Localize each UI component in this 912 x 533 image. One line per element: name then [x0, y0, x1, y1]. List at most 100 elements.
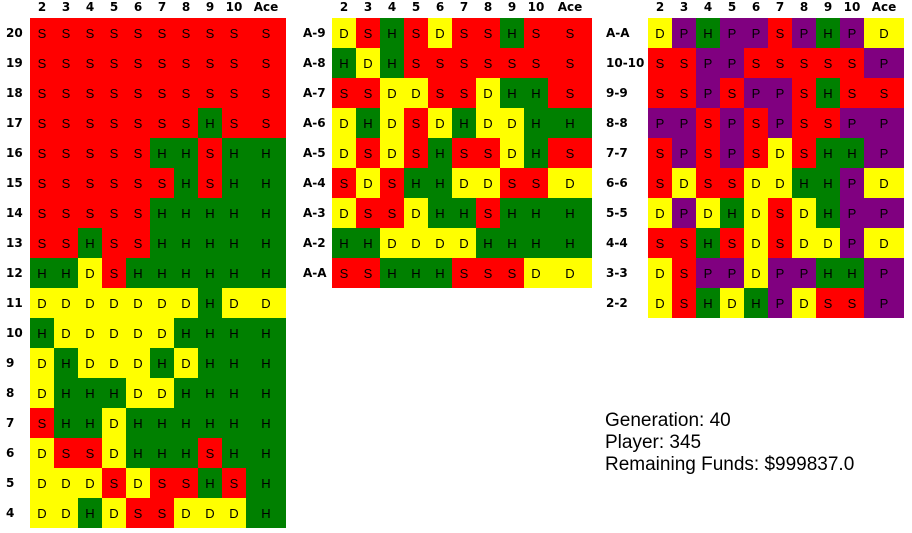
action-cell: H [198, 198, 222, 228]
action-cell: H [500, 18, 524, 48]
action-cell: S [30, 138, 54, 168]
action-cell: H [720, 198, 744, 228]
dealer-upcard-header: 3 [679, 0, 689, 14]
action-cell: H [126, 258, 150, 288]
action-cell: S [648, 168, 672, 198]
dealer-upcard-header: 5 [109, 0, 119, 14]
action-cell: H [126, 408, 150, 438]
action-cell: H [744, 288, 768, 318]
action-cell: D [102, 498, 126, 528]
action-cell: H [246, 138, 286, 168]
action-cell: H [174, 438, 198, 468]
dealer-upcard-header: 2 [655, 0, 665, 14]
player-hand-label: 10-10 [600, 48, 648, 78]
action-cell: H [54, 408, 78, 438]
action-cell: P [768, 258, 792, 288]
action-cell: S [78, 438, 102, 468]
action-cell: S [720, 78, 744, 108]
table-row: 19 S S S S S S S S S S [0, 48, 286, 78]
action-cell: S [648, 228, 672, 258]
action-cell: D [174, 288, 198, 318]
player-hand-label: 7 [0, 408, 30, 438]
action-cell: H [500, 228, 524, 258]
action-cell: S [332, 78, 356, 108]
action-cell: S [102, 108, 126, 138]
action-cell: D [768, 168, 792, 198]
action-cell: S [126, 168, 150, 198]
action-cell: S [404, 108, 428, 138]
player-hand-label: 2-2 [600, 288, 648, 318]
action-cell: S [792, 138, 816, 168]
action-cell: H [198, 468, 222, 498]
player-hand-label: 10 [0, 318, 30, 348]
player-hand-label: A-3 [297, 198, 332, 228]
table-row: 8-8 P P S P S P S S P P [600, 108, 904, 138]
action-cell: S [102, 78, 126, 108]
action-cell: S [78, 198, 102, 228]
action-cell: H [816, 78, 840, 108]
action-cell: S [54, 78, 78, 108]
dealer-upcard-header: 4 [85, 0, 95, 14]
player-hand-label: 16 [0, 138, 30, 168]
action-cell: H [222, 258, 246, 288]
action-cell: S [102, 198, 126, 228]
action-cell: D [428, 18, 452, 48]
player-hand-label: 7-7 [600, 138, 648, 168]
action-cell: S [198, 18, 222, 48]
action-cell: H [696, 18, 720, 48]
player-hand-label: 18 [0, 78, 30, 108]
action-cell: S [332, 168, 356, 198]
action-cell: D [54, 288, 78, 318]
action-cell: D [720, 288, 744, 318]
action-cell: D [864, 18, 904, 48]
action-cell: D [126, 378, 150, 408]
action-cell: S [744, 138, 768, 168]
action-cell: H [222, 318, 246, 348]
dealer-upcard-header: 7 [157, 0, 167, 14]
action-cell: S [54, 168, 78, 198]
action-cell: P [720, 108, 744, 138]
action-cell: D [548, 168, 592, 198]
action-cell: S [126, 78, 150, 108]
action-cell: H [174, 228, 198, 258]
action-cell: D [102, 438, 126, 468]
action-cell: D [78, 348, 102, 378]
action-cell: D [30, 498, 54, 528]
action-cell: S [404, 138, 428, 168]
action-cell: P [672, 108, 696, 138]
action-cell: D [332, 18, 356, 48]
action-cell: D [356, 48, 380, 78]
player-hand-label: A-A [600, 18, 648, 48]
action-cell: S [720, 168, 744, 198]
action-cell: S [524, 168, 548, 198]
action-cell: S [816, 48, 840, 78]
action-cell: D [404, 198, 428, 228]
action-cell: S [150, 48, 174, 78]
action-cell: S [648, 78, 672, 108]
action-cell: S [500, 48, 524, 78]
action-cell: D [672, 168, 696, 198]
action-cell: H [428, 138, 452, 168]
action-cell: D [476, 108, 500, 138]
action-cell: S [30, 48, 54, 78]
action-cell: D [648, 288, 672, 318]
action-cell: D [126, 288, 150, 318]
action-cell: S [246, 18, 286, 48]
player-hand-label: 6 [0, 438, 30, 468]
action-cell: H [54, 348, 78, 378]
action-cell: S [174, 108, 198, 138]
action-cell: H [222, 198, 246, 228]
action-cell: H [792, 168, 816, 198]
action-cell: S [54, 198, 78, 228]
player-hand-label: 3-3 [600, 258, 648, 288]
action-cell: S [380, 168, 404, 198]
action-cell: S [864, 78, 904, 108]
action-cell: H [78, 228, 102, 258]
action-cell: S [548, 138, 592, 168]
action-cell: D [54, 318, 78, 348]
action-cell: H [816, 198, 840, 228]
action-cell: H [198, 288, 222, 318]
action-cell: S [126, 138, 150, 168]
action-cell: H [78, 408, 102, 438]
